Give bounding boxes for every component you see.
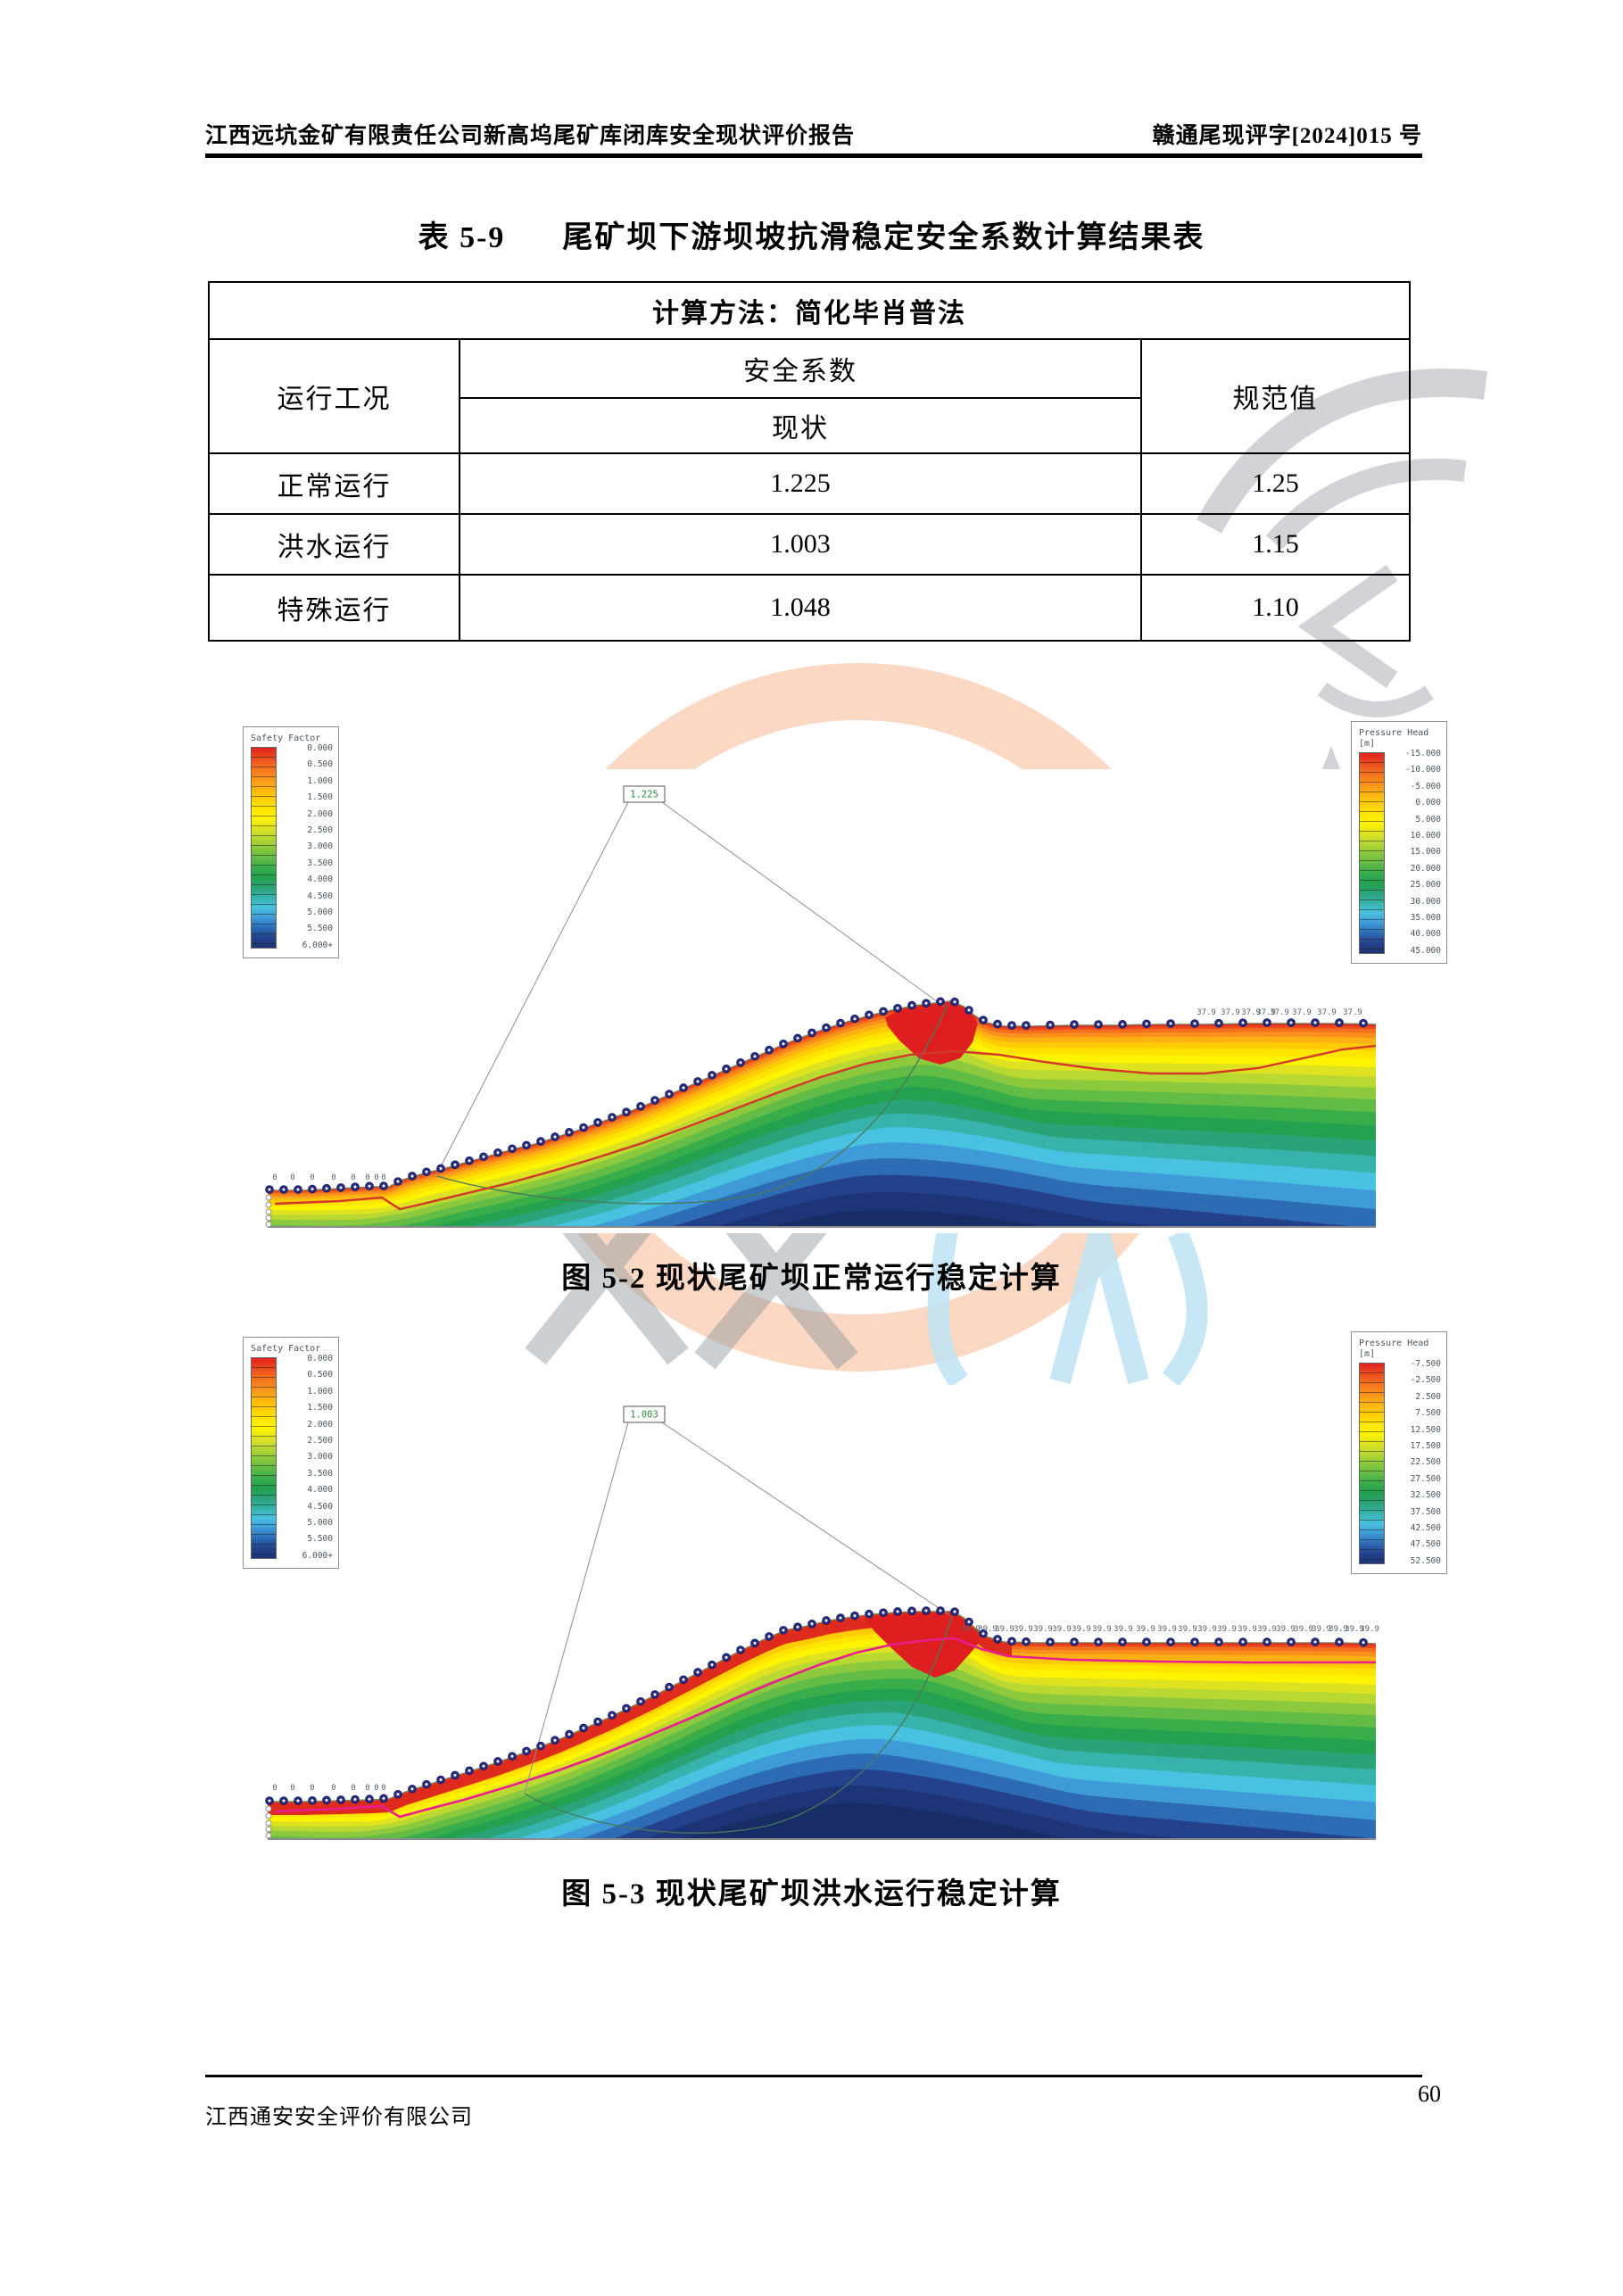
- table-name: 尾矿坝下游坝坡抗滑稳定安全系数计算结果表: [562, 221, 1205, 254]
- legend-tick-labels: -7.500 -2.500 2.500 7.500 12.500 17.500 22.500…: [1410, 1359, 1441, 1566]
- svg-text:39.9: 39.9: [1197, 1625, 1217, 1634]
- legend-tick-labels: 0.000 0.500 1.000 1.500 2.000 2.500 3.000 3.500…: [302, 743, 333, 950]
- svg-text:39.9: 39.9: [961, 1625, 981, 1634]
- svg-text:39.9: 39.9: [1157, 1625, 1177, 1634]
- legend-tick-labels: -15.000 -10.000 -5.000 0.000 5.000 10.000 15.0…: [1404, 749, 1441, 956]
- legend-tick-labels: 0.000 0.500 1.000 1.500 2.000 2.500 3.000 3.500…: [302, 1354, 333, 1561]
- svg-text:0: 0: [290, 1784, 294, 1793]
- row-special-condition: 特殊运行: [207, 574, 461, 642]
- svg-text:0: 0: [351, 1173, 355, 1182]
- row-special-standard: 1.10: [1139, 574, 1412, 642]
- svg-text:39.9: 39.9: [1178, 1625, 1197, 1634]
- legend-color-bar: [1359, 1363, 1385, 1564]
- svg-text:39.9: 39.9: [1276, 1625, 1296, 1634]
- svg-text:39.9: 39.9: [1345, 1625, 1364, 1634]
- col-header-current: 现状: [459, 397, 1142, 454]
- figure-5-3-caption: 图 5-3 现状尾矿坝洪水运行稳定计算: [561, 1878, 1062, 1911]
- row-special-current: 1.048: [459, 574, 1142, 642]
- svg-text:0: 0: [365, 1173, 369, 1182]
- col-header-standard: 规范值: [1139, 338, 1412, 454]
- svg-text:0: 0: [290, 1173, 294, 1182]
- svg-text:37.9: 37.9: [1343, 1008, 1362, 1017]
- svg-text:39.9: 39.9: [1360, 1625, 1379, 1634]
- fig2-safety-factor-legend: Safety Factor 0.000 0.500 1.000 1.500 2.000 2…: [243, 1337, 339, 1569]
- row-normal-current: 1.225: [459, 452, 1142, 515]
- svg-text:39.9: 39.9: [1136, 1625, 1155, 1634]
- svg-text:39.9: 39.9: [1238, 1625, 1257, 1634]
- row-flood-standard: 1.15: [1139, 513, 1412, 576]
- fig1-safety-factor-legend: Safety Factor 0.000 0.500 1.000 1.500 2.000 2…: [243, 726, 339, 958]
- legend-color-bar: [251, 747, 277, 949]
- svg-text:0: 0: [365, 1784, 369, 1793]
- svg-text:37.9: 37.9: [1256, 1008, 1276, 1017]
- svg-text:0: 0: [374, 1784, 378, 1793]
- col-header-condition: 运行工况: [207, 338, 461, 454]
- svg-text:1.225: 1.225: [630, 790, 658, 800]
- svg-text:39.9: 39.9: [1114, 1625, 1133, 1634]
- svg-text:39.9: 39.9: [978, 1625, 998, 1634]
- fig1-pressure-head-legend: Pressure Head [m] -15.000 -10.000 -5.000 0.0…: [1351, 721, 1447, 964]
- svg-text:37.9: 37.9: [1292, 1008, 1312, 1017]
- svg-text:0: 0: [331, 1784, 335, 1793]
- table-method-cell: 计算方法：简化毕肖普法: [208, 281, 1411, 340]
- svg-text:37.9: 37.9: [1221, 1008, 1240, 1017]
- legend-color-bar: [1359, 752, 1385, 954]
- safety-factor-results-table: 计算方法：简化毕肖普法 运行工况 安全系数 规范值 现状 正常运行 1.225 …: [207, 281, 1412, 642]
- table-number: 表 5-9: [418, 221, 506, 254]
- svg-text:39.9: 39.9: [1294, 1625, 1313, 1634]
- table-title: 表 5-9 尾矿坝下游坝坡抗滑稳定安全系数计算结果表: [0, 212, 1623, 256]
- header-rule: [205, 153, 1422, 158]
- svg-text:0: 0: [374, 1173, 378, 1182]
- page-number: 60: [1418, 2081, 1441, 2107]
- svg-text:39.9: 39.9: [1033, 1625, 1053, 1634]
- svg-text:39.9: 39.9: [995, 1625, 1014, 1634]
- legend-title: Safety Factor: [251, 1344, 321, 1354]
- svg-text:1.003: 1.003: [630, 1410, 658, 1421]
- figure-5-2-caption: 图 5-2 现状尾矿坝正常运行稳定计算: [561, 1263, 1062, 1295]
- watermark-blue-letters: [927, 1191, 1208, 1388]
- header-report-title: 江西远坑金矿有限责任公司新高坞尾矿库闭库安全现状评价报告: [205, 124, 856, 148]
- footer-rule: [205, 2075, 1422, 2077]
- svg-text:39.9: 39.9: [1217, 1625, 1237, 1634]
- svg-text:0: 0: [381, 1784, 385, 1793]
- svg-text:0: 0: [272, 1784, 277, 1793]
- svg-text:39.9: 39.9: [1257, 1625, 1277, 1634]
- svg-text:37.9: 37.9: [1317, 1008, 1337, 1017]
- legend-title: Pressure Head: [1359, 728, 1429, 738]
- row-normal-standard: 1.25: [1139, 452, 1412, 515]
- legend-unit: [m]: [1359, 1349, 1376, 1359]
- row-flood-current: 1.003: [459, 513, 1142, 576]
- legend-title: Safety Factor: [251, 734, 321, 743]
- svg-text:0: 0: [331, 1173, 335, 1182]
- svg-text:0: 0: [381, 1173, 385, 1182]
- col-header-safety-factor: 安全系数: [459, 338, 1142, 399]
- legend-unit: [m]: [1359, 739, 1376, 749]
- svg-text:39.9: 39.9: [1092, 1625, 1112, 1634]
- svg-text:39.9: 39.9: [1014, 1625, 1033, 1634]
- svg-text:0: 0: [310, 1173, 314, 1182]
- svg-text:37.9: 37.9: [1241, 1008, 1261, 1017]
- row-normal-condition: 正常运行: [207, 452, 461, 515]
- fig2-pressure-head-legend: Pressure Head [m] -7.500 -2.500 2.500 7.500 1…: [1351, 1331, 1447, 1574]
- svg-text:0: 0: [351, 1784, 355, 1793]
- footer-company-name: 江西通安安全评价有限公司: [205, 2106, 473, 2129]
- svg-text:0: 0: [310, 1784, 314, 1793]
- svg-text:39.9: 39.9: [1072, 1625, 1091, 1634]
- header-doc-number: 赣通尾现评字[2024]015 号: [1152, 124, 1422, 148]
- legend-color-bar: [251, 1357, 277, 1559]
- svg-text:37.9: 37.9: [1270, 1008, 1289, 1017]
- svg-text:37.9: 37.9: [1197, 1008, 1216, 1017]
- svg-text:0: 0: [272, 1173, 277, 1182]
- row-flood-condition: 洪水运行: [207, 513, 461, 576]
- svg-text:39.9: 39.9: [1329, 1625, 1348, 1634]
- legend-title: Pressure Head: [1359, 1339, 1429, 1348]
- svg-text:39.9: 39.9: [1052, 1625, 1072, 1634]
- svg-text:39.9: 39.9: [1312, 1625, 1331, 1634]
